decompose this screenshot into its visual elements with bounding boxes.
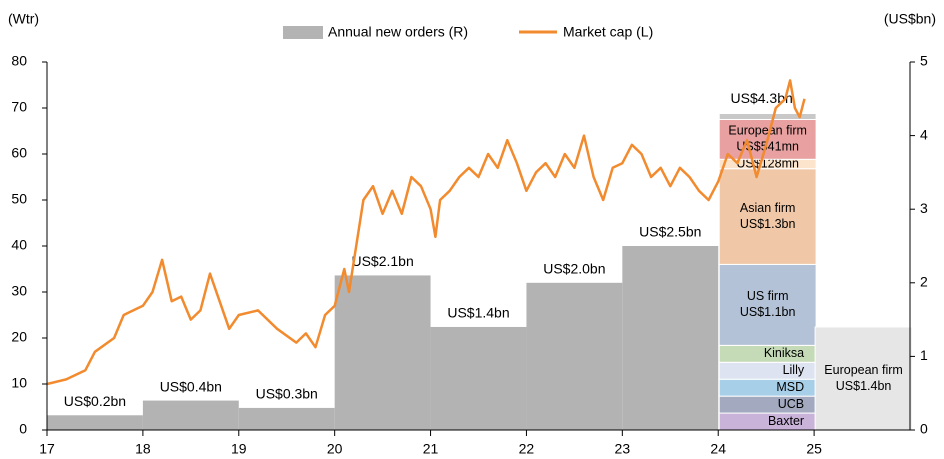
y2-tick-label: 5	[920, 53, 928, 69]
x-tick-label: 18	[135, 441, 151, 457]
y-tick-label: 40	[11, 237, 27, 253]
bar-label: US$0.3bn	[256, 386, 318, 402]
bar	[526, 282, 623, 430]
x-tick-label: 20	[327, 441, 343, 457]
segment-label: MSD	[776, 380, 804, 394]
y-tick-label: 10	[11, 375, 27, 391]
segment-label: Asian firm	[740, 201, 796, 215]
segment-label: Baxter	[768, 414, 804, 428]
y-tick-label: 60	[11, 145, 27, 161]
segment-label: US$1.3bn	[740, 217, 796, 231]
segment-label: US firm	[747, 289, 789, 303]
segment-label: Kiniksa	[764, 346, 804, 360]
bar-label: US$1.4bn	[447, 305, 509, 321]
segment-label: US$1.1bn	[740, 305, 796, 319]
legend-swatch	[283, 26, 323, 39]
x-tick-label: 21	[423, 441, 439, 457]
bar	[334, 275, 431, 430]
x-tick-label: 25	[806, 441, 822, 457]
y2-tick-label: 2	[920, 274, 928, 290]
stack-segment	[814, 326, 913, 431]
bar-label: US$2.1bn	[351, 253, 413, 269]
bar	[238, 407, 335, 430]
legend-label: Annual new orders (R)	[328, 24, 468, 40]
stack-segment	[718, 113, 817, 120]
y-tick-label: 20	[11, 329, 27, 345]
segment-label: European firm	[728, 124, 807, 138]
y-tick-label: 0	[19, 421, 27, 437]
bar	[142, 400, 239, 430]
legend-label: Market cap (L)	[563, 24, 653, 40]
y-tick-label: 50	[11, 191, 27, 207]
y2-tick-label: 1	[920, 347, 928, 363]
bar	[47, 415, 143, 430]
y-tick-label: 70	[11, 99, 27, 115]
x-tick-label: 23	[615, 441, 631, 457]
y2-tick-label: 3	[920, 200, 928, 216]
bar-label: US$2.5bn	[639, 224, 701, 240]
y-tick-label: 30	[11, 283, 27, 299]
bar	[622, 246, 719, 430]
x-tick-label: 24	[710, 441, 726, 457]
y2-tick-label: 4	[920, 126, 928, 142]
segment-label: US$541mn	[736, 140, 799, 154]
bar	[430, 326, 527, 430]
y-tick-label: 80	[11, 53, 27, 69]
y2-tick-label: 0	[920, 421, 928, 437]
total-label: US$4.3bn	[731, 90, 793, 106]
bar-label: US$0.2bn	[64, 393, 126, 409]
segment-label: European firm	[824, 363, 903, 377]
y2-axis-title: (US$bn)	[884, 11, 936, 27]
stack-segment	[718, 168, 817, 265]
stack-segment	[718, 263, 817, 346]
x-tick-label: 17	[39, 441, 55, 457]
segment-label: UCB	[778, 397, 804, 411]
x-tick-label: 19	[231, 441, 247, 457]
x-tick-label: 22	[519, 441, 535, 457]
line	[46, 79, 806, 386]
bar-label: US$2.0bn	[543, 261, 605, 277]
bar-label: US$0.4bn	[160, 378, 222, 394]
segment-label: US$1.4bn	[836, 379, 892, 393]
y-axis-title: (Wtr)	[8, 11, 39, 27]
segment-label: Lilly	[783, 363, 805, 377]
